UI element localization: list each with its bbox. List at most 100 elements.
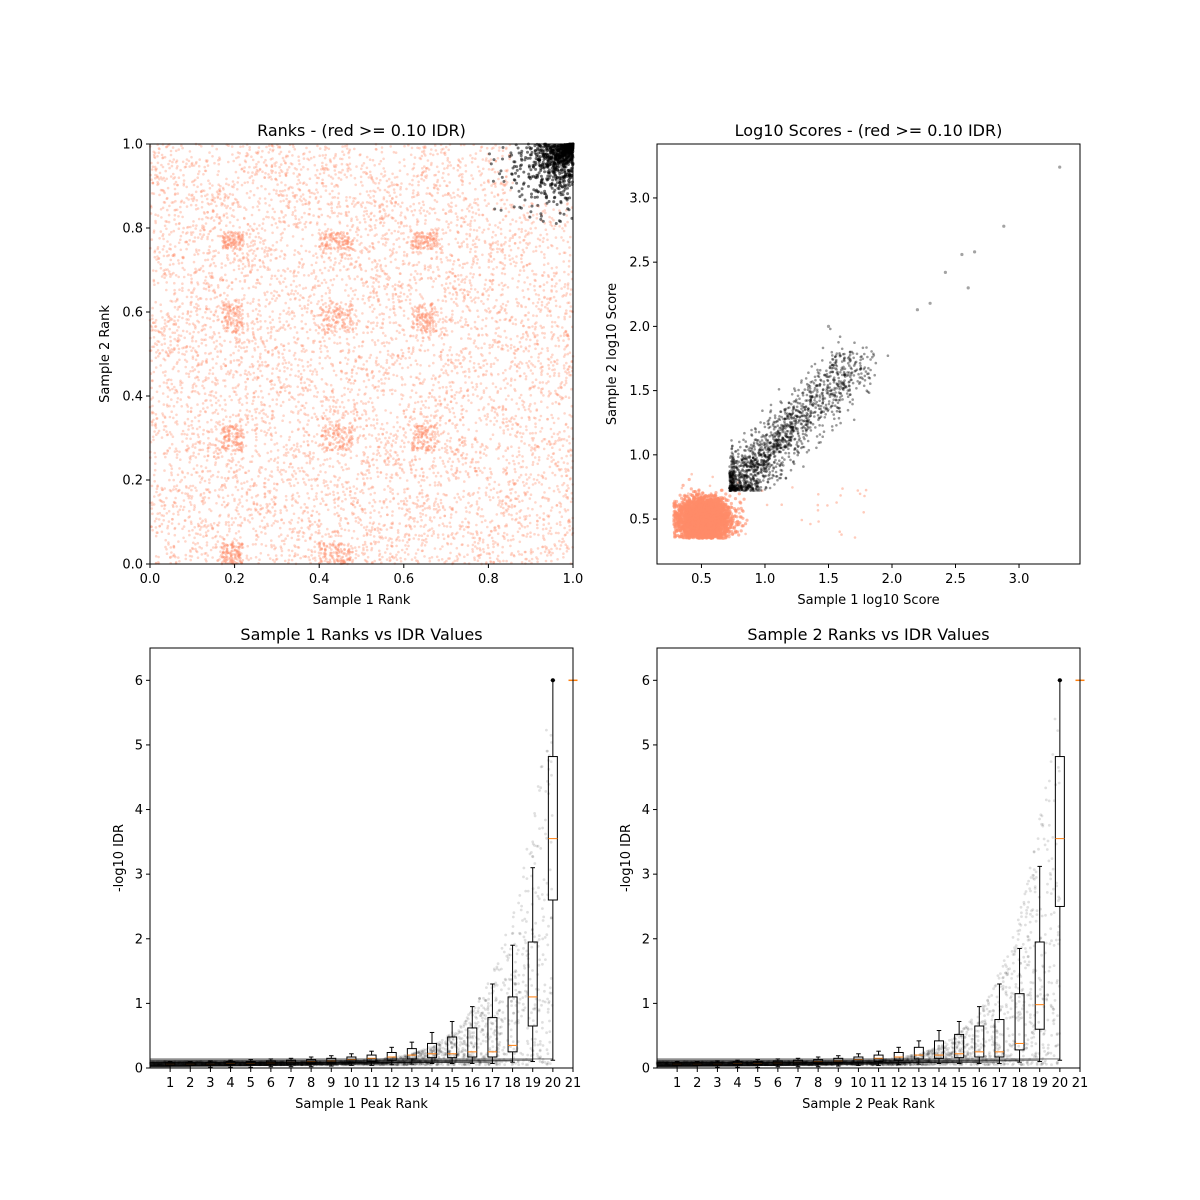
scatter-point — [314, 197, 318, 200]
scatter-point — [427, 335, 430, 339]
scatter-point — [503, 254, 507, 257]
scatter-point — [505, 311, 508, 315]
scatter-point — [163, 276, 166, 280]
scatter-point — [442, 171, 445, 175]
scatter-point — [214, 449, 218, 453]
scatter-point — [285, 194, 289, 197]
scatter-point — [418, 146, 421, 150]
scatter-point — [154, 318, 158, 322]
scatter-point — [414, 533, 418, 537]
scatter-point — [353, 176, 357, 180]
scatter-point — [280, 249, 283, 253]
scatter-point — [182, 536, 185, 540]
scatter-point — [246, 253, 250, 257]
scatter-point — [347, 446, 350, 450]
scatter-point — [414, 376, 418, 379]
scatter-point — [317, 245, 321, 248]
scatter-point — [521, 533, 524, 537]
scatter-point — [460, 242, 464, 245]
scatter-point — [330, 209, 334, 213]
scatter-point — [319, 195, 323, 198]
scatter-point — [244, 385, 248, 389]
scatter-point — [271, 398, 275, 402]
scatter-point — [175, 505, 178, 508]
scatter-point — [222, 418, 225, 422]
scatter-point — [388, 479, 392, 483]
scatter-point — [239, 523, 242, 527]
scatter-point — [193, 287, 196, 290]
scatter-point — [401, 450, 405, 453]
scatter-point — [218, 448, 222, 452]
scatter-point — [448, 291, 452, 295]
scatter-point — [161, 371, 165, 374]
scatter-point — [382, 167, 386, 170]
scatter-point — [392, 353, 395, 357]
scatter-point — [277, 329, 280, 333]
scatter-point — [374, 260, 377, 263]
scatter-point — [341, 168, 344, 172]
scatter-point — [197, 362, 200, 365]
scatter-point — [223, 339, 226, 343]
scatter-point — [470, 504, 474, 507]
scatter-point — [492, 338, 495, 342]
scatter-point — [340, 527, 343, 531]
scatter-point — [150, 178, 153, 181]
scatter-point — [444, 282, 448, 286]
scatter-point — [511, 478, 515, 482]
scatter-point — [186, 410, 190, 413]
scatter-point — [192, 454, 195, 458]
scatter-point — [517, 446, 521, 450]
scatter-point — [382, 393, 385, 397]
scatter-point — [456, 371, 459, 375]
scatter-point — [244, 369, 247, 373]
scatter-point — [419, 515, 423, 519]
scatter-point — [537, 356, 540, 359]
scatter-point — [210, 337, 214, 340]
scatter-point — [166, 320, 169, 324]
scatter-point — [422, 146, 426, 150]
scatter-point — [220, 344, 224, 347]
scatter-point — [543, 491, 546, 494]
scatter-point — [284, 537, 288, 540]
scatter-point — [391, 514, 394, 517]
scatter-point — [346, 412, 350, 415]
scatter-point — [548, 215, 551, 219]
scatter-point — [310, 416, 314, 420]
scatter-point — [229, 261, 232, 265]
scatter-point — [157, 182, 160, 186]
scatter-point — [198, 413, 202, 417]
scatter-point — [161, 234, 164, 238]
scatter-point — [389, 411, 393, 415]
scatter-point — [525, 263, 529, 267]
scatter-point — [180, 386, 184, 390]
scatter-point — [348, 156, 351, 159]
scatter-point — [375, 414, 378, 417]
scatter-point — [193, 416, 197, 419]
scatter-point — [471, 543, 475, 547]
scatter-point — [353, 417, 356, 420]
scatter-point — [418, 209, 422, 212]
scatter-point — [493, 170, 497, 174]
scatter-point — [378, 370, 381, 373]
scatter-point — [467, 337, 470, 340]
scatter-point — [436, 191, 440, 195]
scatter-point — [185, 318, 188, 321]
scatter-point — [174, 149, 178, 153]
scatter-point — [154, 555, 158, 558]
scatter-point — [369, 295, 372, 299]
scatter-point — [445, 320, 448, 324]
scatter-point — [441, 522, 445, 525]
scatter-point — [481, 231, 484, 234]
scatter-point — [270, 253, 273, 256]
scatter-point — [375, 294, 379, 298]
scatter-point — [370, 211, 373, 215]
scatter-point — [253, 376, 257, 380]
scatter-point — [350, 502, 354, 506]
scatter-point — [266, 415, 269, 419]
scatter-point — [384, 334, 387, 338]
scatter-point — [194, 442, 197, 446]
scatter-point — [545, 281, 549, 284]
scatter-point — [420, 177, 423, 181]
scatter-point — [281, 189, 284, 193]
scatter-point — [253, 408, 257, 411]
